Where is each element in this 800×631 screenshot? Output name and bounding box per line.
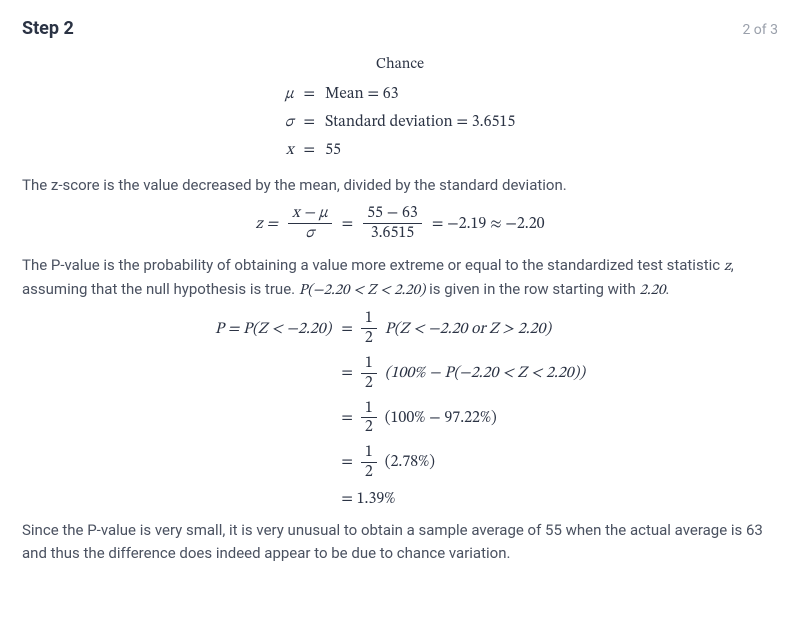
equals: =: [304, 112, 316, 132]
frac-num: 1: [361, 355, 377, 374]
frac-num: 1: [361, 310, 377, 329]
frac-den: 2: [361, 329, 377, 347]
pvalue-definition: The P-value is the probability of obtain…: [22, 254, 778, 303]
equals: =: [341, 363, 353, 383]
x-symbol: x: [285, 140, 294, 160]
mu-value: Mean = 63: [325, 84, 515, 104]
p-line4-expr: (2.78%): [385, 452, 435, 472]
pvalue-text-a: The P-value is the probability of obtain…: [22, 256, 724, 274]
sigma-value: Standard deviation = 3.6515: [325, 112, 515, 132]
equals: =: [304, 140, 316, 160]
p-line1-right: = 1 2 P(Z < −2.20 or Z > 2.20): [341, 310, 585, 347]
frac-half: 1 2: [361, 355, 377, 392]
pvalue-derivation: P = P(Z < −2.20) = 1 2 P(Z < −2.20 or Z …: [22, 310, 778, 508]
equals: =: [341, 319, 353, 339]
frac-num: x − μ: [288, 205, 332, 224]
p-line1-left: P = P(Z < −2.20): [215, 319, 331, 339]
frac-numeric: 55 − 63 3.6515: [363, 205, 422, 242]
p-line5-right: = 1.39%: [341, 489, 585, 509]
step-title: Step 2: [22, 18, 74, 39]
x-value: 55: [325, 140, 515, 160]
pvalue-text-c: is given in the row starting with: [425, 280, 639, 298]
z-lead: z =: [255, 214, 278, 234]
p-line2-right: = 1 2 (100% − P(−2.20 < Z < 2.20)): [341, 355, 585, 392]
p-line4-right: = 1 2 (2.78%): [341, 444, 585, 481]
step-counter: 2 of 3: [742, 22, 778, 38]
z-result: = −2.19 ≈ −2.20: [432, 214, 545, 234]
z-variable: z: [724, 259, 731, 274]
equals: =: [342, 214, 354, 234]
sigma-symbol: σ: [285, 112, 294, 132]
frac-den: 3.6515: [367, 224, 419, 242]
frac-xmu-sigma: x − μ σ: [288, 205, 332, 242]
section-title: Chance: [22, 55, 778, 74]
pvalue-text-d: .: [665, 280, 669, 298]
p-line2-expr: (100% − P(−2.20 < Z < 2.20)): [385, 363, 585, 383]
p-final: = 1.39%: [341, 489, 395, 509]
step-header: Step 2 2 of 3: [22, 18, 778, 39]
frac-half: 1 2: [361, 400, 377, 437]
equals: =: [341, 452, 353, 472]
frac-half: 1 2: [361, 444, 377, 481]
p-line3-expr: (100% − 97.22%): [385, 408, 497, 428]
frac-den: 2: [361, 463, 377, 481]
p-line3-right: = 1 2 (100% − 97.22%): [341, 400, 585, 437]
zscore-definition: The z-score is the value decreased by th…: [22, 174, 778, 197]
p-line1-expr: P(Z < −2.20 or Z > 2.20): [385, 319, 551, 339]
zscore-equation: z = x − μ σ = 55 − 63 3.6515 = −2.19 ≈ −…: [22, 205, 778, 242]
p-range-expr: P(−2.20 < Z < 2.20): [299, 283, 426, 298]
frac-den: 2: [361, 418, 377, 436]
frac-num: 55 − 63: [363, 205, 422, 224]
equals: =: [341, 408, 353, 428]
mu-symbol: μ: [285, 84, 294, 104]
frac-num: 1: [361, 400, 377, 419]
givens-block: μ = Mean = 63 σ = Standard deviation = 3…: [22, 84, 778, 160]
row-value: 2.20: [639, 283, 665, 298]
conclusion: Since the P-value is very small, it is v…: [22, 519, 778, 566]
frac-half: 1 2: [361, 310, 377, 347]
frac-num: 1: [361, 444, 377, 463]
equals: =: [304, 84, 316, 104]
frac-den: σ: [301, 224, 318, 242]
frac-den: 2: [361, 374, 377, 392]
